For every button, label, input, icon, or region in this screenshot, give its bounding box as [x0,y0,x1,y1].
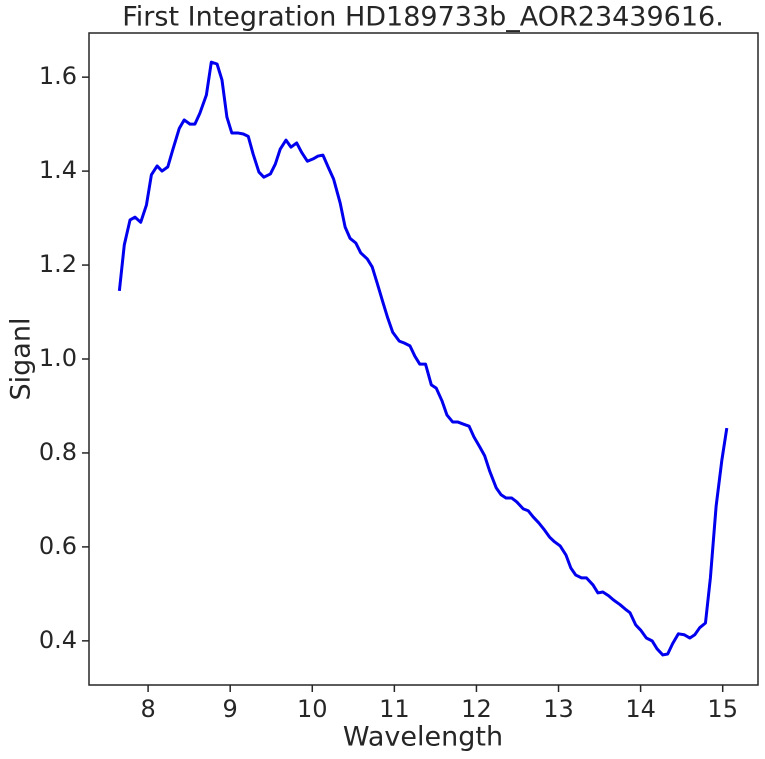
x-tick-label: 12 [461,695,492,723]
y-tick-label: 1.0 [39,344,77,372]
x-tick-label: 15 [707,695,738,723]
chart-title: First Integration HD189733b_AOR23439616. [122,2,724,33]
y-tick-label: 0.6 [39,532,77,560]
x-axis-label: Wavelength [343,722,503,753]
y-tick-label: 1.2 [39,250,77,278]
y-tick-label: 1.4 [39,156,77,184]
y-tick-label: 0.8 [39,438,77,466]
x-tick-label: 13 [543,695,574,723]
y-tick-label: 1.6 [39,62,77,90]
y-axis-label: Siganl [6,318,37,401]
x-tick-label: 8 [140,695,155,723]
x-tick-label: 11 [379,695,410,723]
plot-frame [88,32,759,686]
x-tick-label: 10 [297,695,328,723]
x-tick-label: 9 [223,695,238,723]
y-tick-label: 0.4 [39,626,77,654]
x-tick-label: 14 [625,695,656,723]
line-series [117,60,729,657]
